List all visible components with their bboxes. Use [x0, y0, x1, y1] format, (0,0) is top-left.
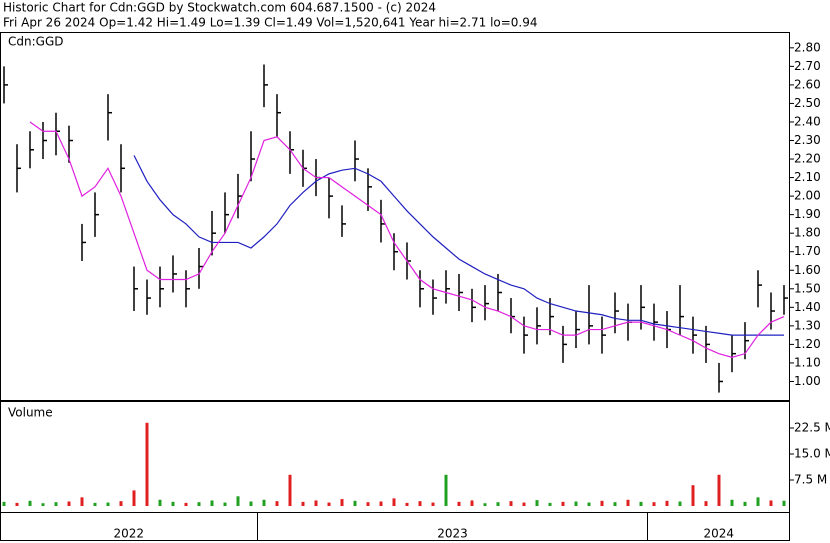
y-tick-label: 2.40: [794, 114, 821, 128]
symbol-label: Cdn:GGD: [8, 35, 63, 49]
volume-bar: [80, 497, 84, 506]
volume-bar: [392, 498, 396, 506]
volume-tick-label: 22.5 M: [794, 421, 830, 435]
y-tick-label: 2.70: [794, 59, 821, 73]
volume-bar: [184, 502, 188, 506]
volume-bar: [691, 485, 695, 506]
volume-bar: [223, 502, 227, 506]
volume-bar: [93, 502, 97, 506]
volume-bar: [132, 490, 136, 506]
y-tick-label: 1.30: [794, 318, 821, 332]
volume-bar: [366, 502, 370, 506]
volume-bar: [509, 501, 513, 506]
volume-bar: [54, 502, 58, 506]
price-panel: [0, 32, 790, 401]
volume-bar: [639, 501, 643, 506]
volume-bar: [119, 501, 123, 506]
y-tick-label: 2.50: [794, 96, 821, 110]
y-tick-label: 1.20: [794, 337, 821, 351]
x-tick-label: 2022: [113, 527, 144, 541]
y-tick-label: 2.20: [794, 152, 821, 166]
volume-bar: [41, 503, 45, 506]
volume-bar: [600, 500, 604, 506]
y-tick-label: 2.80: [794, 40, 821, 54]
volume-bar: [535, 500, 539, 506]
volume-bar: [379, 501, 383, 506]
volume-bar: [678, 501, 682, 506]
ma-fast-line: [29, 121, 785, 358]
y-tick-label: 1.70: [794, 244, 821, 258]
volume-bar: [301, 501, 305, 506]
volume-bar: [158, 499, 162, 506]
volume-bar: [626, 499, 630, 506]
volume-bar: [197, 502, 201, 506]
volume-bar: [561, 501, 565, 506]
volume-bar: [574, 501, 578, 506]
volume-bar: [210, 500, 214, 506]
volume-bar: [275, 501, 279, 506]
volume-bar: [652, 502, 656, 506]
volume-label: Volume: [8, 406, 53, 420]
volume-bar: [15, 502, 19, 506]
volume-bar: [288, 474, 292, 506]
volume-bar: [457, 501, 461, 506]
volume-bar: [665, 500, 669, 506]
date-axis: [0, 512, 790, 541]
volume-bar: [67, 501, 71, 506]
y-tick-label: 1.00: [794, 374, 821, 388]
volume-bar: [327, 502, 331, 506]
volume-bar: [470, 500, 474, 506]
volume-bar: [483, 503, 487, 506]
volume-bar: [314, 500, 318, 506]
volume-bar: [405, 502, 409, 506]
volume-bar: [782, 500, 786, 506]
volume-bar: [496, 502, 500, 506]
volume-tick-label: 15.0 M: [794, 447, 830, 461]
y-tick-label: 1.60: [794, 263, 821, 277]
volume-bar: [171, 501, 175, 506]
volume-bar: [340, 499, 344, 506]
volume-bar: [353, 500, 357, 506]
y-tick-label: 2.00: [794, 189, 821, 203]
volume-bar: [444, 474, 448, 506]
volume-bar: [743, 501, 747, 506]
volume-bar: [431, 502, 435, 506]
volume-tick-label: 7.5 M: [794, 473, 827, 487]
volume-bar: [28, 500, 32, 506]
y-tick-label: 2.30: [794, 133, 821, 147]
y-tick-label: 1.90: [794, 207, 821, 221]
y-tick-label: 2.10: [794, 170, 821, 184]
x-tick-label: 2024: [703, 527, 734, 541]
x-tick-label: 2023: [437, 527, 468, 541]
y-tick-label: 2.60: [794, 77, 821, 91]
volume-bar: [730, 499, 734, 506]
y-tick-label: 1.80: [794, 226, 821, 240]
volume-bar: [769, 500, 773, 506]
volume-bar: [418, 501, 422, 506]
ma-slow-line: [133, 155, 784, 336]
volume-bar: [249, 501, 253, 506]
volume-bar: [236, 496, 240, 506]
y-tick-label: 1.10: [794, 355, 821, 369]
volume-bar: [704, 501, 708, 506]
chart-title: Historic Chart for Cdn:GGD by Stockwatch…: [3, 1, 436, 15]
chart-subtitle: Fri Apr 26 2024 Op=1.42 Hi=1.49 Lo=1.39 …: [3, 16, 538, 30]
volume-bar: [2, 501, 6, 506]
volume-bar: [522, 502, 526, 506]
volume-bar: [548, 502, 552, 506]
y-tick-label: 1.50: [794, 281, 821, 295]
volume-bar: [106, 502, 110, 506]
volume-bar: [717, 474, 721, 506]
volume-bar: [262, 499, 266, 506]
volume-bar: [145, 422, 149, 506]
volume-bar: [587, 502, 591, 506]
volume-bar: [756, 497, 760, 506]
y-tick-label: 1.40: [794, 300, 821, 314]
volume-bar: [613, 502, 617, 506]
